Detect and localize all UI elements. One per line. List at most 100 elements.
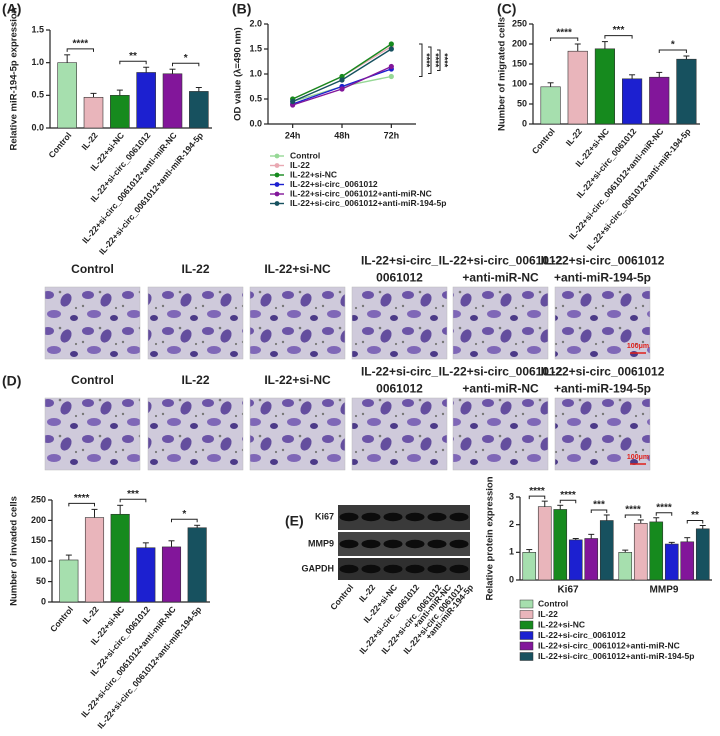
blot-band (449, 512, 469, 522)
y-tick-label: 100 (512, 78, 527, 88)
bar (553, 509, 568, 581)
bar (59, 559, 79, 603)
y-tick-label: 200 (31, 515, 46, 525)
significance-bracket (428, 46, 432, 74)
micrograph (147, 286, 244, 360)
legend-label: Control (290, 150, 320, 160)
y-tick-label: 50 (517, 98, 527, 108)
micrograph (147, 397, 244, 471)
significance-label: ** (691, 510, 699, 521)
legend-marker (274, 153, 280, 159)
blot-band (383, 539, 403, 549)
significance-bracket (590, 509, 608, 513)
significance-bracket (419, 43, 423, 77)
significance-label: **** (625, 505, 641, 516)
bar (57, 62, 77, 129)
y-tick-label: 1.5 (249, 43, 262, 53)
significance-label: **** (422, 53, 432, 68)
blot-label: Ki67 (315, 511, 334, 521)
blot-band (339, 512, 359, 522)
y-axis-label: Number of invaded cells (9, 496, 20, 606)
point (339, 86, 345, 92)
bar (622, 78, 643, 125)
significance-label: * (182, 509, 186, 520)
significance-bracket (119, 60, 147, 65)
legend-swatch (519, 599, 534, 609)
bar (649, 76, 670, 125)
y-axis-label: OD value (λ=490 nm) (233, 27, 244, 121)
blot-band (427, 512, 447, 522)
x-tick-label: IL-22+si-circ_0061012+anti-miR-NC (79, 604, 178, 719)
significance-bracket (172, 62, 200, 67)
y-tick-label: 150 (512, 58, 527, 68)
y-tick-label: 0 (522, 118, 527, 128)
significance-label: **** (529, 486, 545, 497)
bar (649, 521, 664, 581)
significance-bracket (528, 495, 546, 500)
image-label: IL-22+si-circ_ (361, 365, 438, 379)
significance-bracket (624, 514, 642, 518)
legend-label: IL-22+si-circ_0061012+anti-miR-194-5p (290, 198, 446, 208)
y-tick-label: 250 (31, 494, 46, 504)
image-label: IL-22+si-circ_0061012 (541, 365, 665, 379)
image-label: 0061012 (376, 271, 423, 285)
bar (594, 48, 615, 125)
point (290, 98, 296, 105)
significance-label: *** (613, 25, 625, 36)
y-tick-label: 1.5 (31, 24, 44, 34)
bar (136, 72, 156, 129)
y-tick-label: 200 (512, 38, 527, 48)
point (339, 77, 345, 83)
legend-swatch (519, 610, 534, 619)
micrograph (554, 397, 651, 471)
blot-band (405, 539, 425, 549)
blot-band (339, 539, 359, 549)
bar (189, 91, 209, 129)
image-label: IL-22+si-NC (264, 262, 331, 276)
y-axis-label: Number of migrated cells (497, 17, 508, 131)
y-tick-label: 50 (36, 576, 46, 586)
significance-label: **** (560, 490, 576, 501)
blot-band (383, 564, 403, 574)
bar (110, 95, 130, 129)
significance-bracket (550, 37, 579, 41)
blot-band (427, 539, 447, 549)
image-label: IL-22 (181, 262, 209, 276)
legend-label: IL-22+si-circ_0061012 (538, 630, 626, 640)
significance-label: * (671, 40, 675, 51)
blot-band (361, 512, 381, 522)
y-tick-label: 0 (509, 574, 514, 584)
bar (161, 546, 182, 603)
significance-label: **** (73, 38, 89, 49)
significance-label: *** (593, 500, 605, 511)
image-label: IL-22+si-circ_ (361, 254, 438, 268)
image-label: +anti-miR-194-5p (554, 271, 651, 285)
image-label: 0061012 (376, 382, 423, 396)
legend-swatch (519, 641, 534, 651)
significance-bracket (658, 49, 687, 53)
blot-label: MMP9 (308, 538, 334, 548)
western-blot (338, 505, 470, 580)
image-label: Control (71, 262, 114, 276)
y-axis-label: Relative miR-194-5p expression (9, 7, 20, 150)
y-tick-label: 0.5 (249, 93, 262, 103)
x-tick-label: IL-22+si-circ_0061012+anti-miR-194-5p (584, 126, 692, 252)
bar (540, 86, 561, 125)
legend-marker (274, 182, 280, 187)
legend-label: IL-22+si-circ_0061012+anti-miR-NC (538, 640, 680, 650)
y-tick-label: 2.0 (249, 18, 262, 28)
legend-label: IL-22+si-circ_0061012+anti-miR-NC (290, 188, 432, 198)
point (388, 63, 394, 70)
bar (567, 50, 588, 125)
point (388, 41, 394, 47)
significance-bracket (68, 502, 95, 507)
significance-label: **** (440, 53, 450, 68)
y-tick-label: 100 (31, 556, 46, 566)
legend-label: IL-22 (538, 609, 558, 619)
bar (676, 58, 697, 125)
panel-label: (E) (285, 513, 304, 529)
x-tick-label: IL-22 (79, 130, 100, 152)
legend-swatch (519, 631, 534, 640)
micrograph (351, 397, 448, 471)
